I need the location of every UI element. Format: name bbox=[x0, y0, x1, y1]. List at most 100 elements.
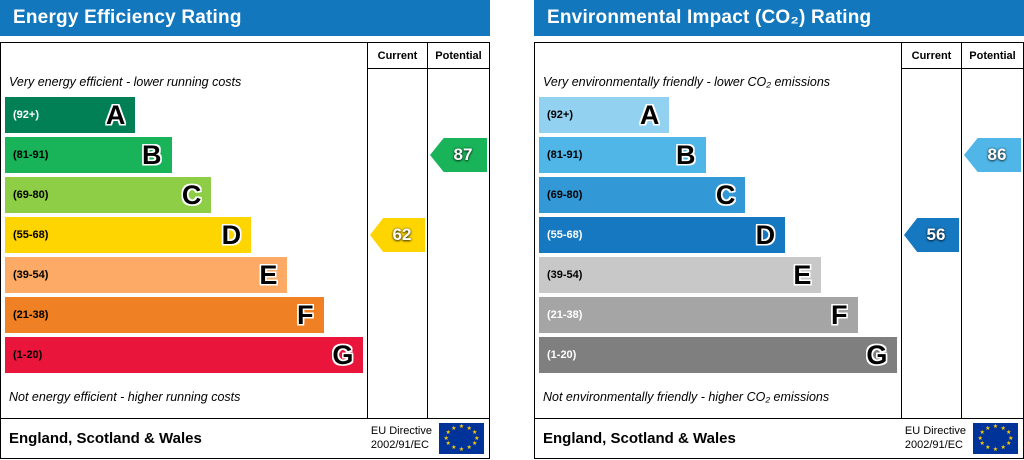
band-row-g: (1-20) G bbox=[1, 335, 367, 375]
band-e-bar: (39-54) E bbox=[539, 257, 822, 293]
band-row-g: (1-20) G bbox=[535, 335, 901, 375]
bottom-note: Not energy efficient - higher running co… bbox=[9, 389, 241, 404]
band-letter: C bbox=[715, 179, 736, 210]
band-letter: E bbox=[259, 259, 278, 290]
eu-directive-line2: 2002/91/EC bbox=[904, 438, 963, 451]
eu-flag-star: ★ bbox=[458, 424, 465, 431]
potential-column: 86 bbox=[961, 69, 1023, 418]
rating-table-main: Current Potential Very environmentally f… bbox=[535, 43, 1023, 418]
current-column: 56 bbox=[901, 69, 961, 418]
potential-column-header: Potential bbox=[427, 43, 489, 69]
chart-footer: England, Scotland & Wales EU Directive 2… bbox=[1, 418, 489, 458]
chart-title: Environmental Impact (CO₂) Rating bbox=[547, 7, 872, 28]
band-range: (55-68) bbox=[13, 229, 49, 241]
current-rating-arrow: 62 bbox=[370, 218, 425, 252]
band-range: (21-38) bbox=[13, 309, 49, 321]
potential-column: 87 bbox=[427, 69, 489, 418]
eu-flag-star: ★ bbox=[466, 425, 472, 432]
band-row-c: (69-80) C bbox=[535, 175, 901, 215]
band-b-bar: (81-91) B bbox=[5, 137, 172, 173]
band-range: (21-38) bbox=[547, 309, 583, 321]
band-area: Very environmentally friendly - lower CO… bbox=[535, 69, 901, 418]
top-note: Very environmentally friendly - lower CO… bbox=[543, 75, 831, 89]
eu-directive-line1: EU Directive bbox=[904, 424, 966, 437]
band-row-c: (69-80) C bbox=[1, 175, 367, 215]
band-g-bar: (1-20) G bbox=[5, 337, 364, 373]
top-note: Very energy efficient - lower running co… bbox=[9, 75, 242, 89]
eu-flag-star: ★ bbox=[472, 429, 478, 436]
band-d-bar: (55-68) D bbox=[539, 217, 786, 253]
band-row-a: (92+) A bbox=[1, 95, 367, 135]
eu-flag-star: ★ bbox=[1000, 425, 1006, 432]
band-range: (1-20) bbox=[547, 349, 577, 361]
eu-flag-star: ★ bbox=[445, 429, 451, 436]
band-f-bar: (21-38) F bbox=[539, 297, 858, 333]
band-range: (92+) bbox=[547, 109, 573, 121]
band-e-bar: (39-54) E bbox=[5, 257, 288, 293]
eu-flag-star: ★ bbox=[992, 424, 999, 431]
band-range: (39-54) bbox=[13, 269, 49, 281]
chart-title-bar: Environmental Impact (CO₂) Rating bbox=[534, 0, 1024, 36]
eu-flag-star: ★ bbox=[992, 446, 999, 453]
eu-flag-star: ★ bbox=[985, 425, 991, 432]
eu-flag-icon: ★ ★ ★ ★ ★ ★ ★ ★ ★ ★ ★ ★ bbox=[439, 423, 484, 454]
eu-flag-star: ★ bbox=[445, 441, 451, 448]
band-letter: C bbox=[181, 179, 202, 210]
eu-directive-line1: EU Directive bbox=[370, 424, 432, 437]
band-row-b: (81-91) B bbox=[535, 135, 901, 175]
band-d-bar: (55-68) D bbox=[5, 217, 252, 253]
eu-flag-star: ★ bbox=[443, 435, 449, 442]
region-label: England, Scotland & Wales bbox=[543, 430, 736, 447]
bottom-note: Not environmentally friendly - higher CO… bbox=[543, 389, 830, 404]
region-label: England, Scotland & Wales bbox=[9, 430, 202, 447]
band-row-e: (39-54) E bbox=[1, 255, 367, 295]
current-rating-arrow: 56 bbox=[904, 218, 959, 252]
eu-flag-star: ★ bbox=[466, 445, 472, 452]
band-range: (92+) bbox=[13, 109, 39, 121]
eu-flag-star: ★ bbox=[1000, 445, 1006, 452]
chart-footer: England, Scotland & Wales EU Directive 2… bbox=[535, 418, 1023, 458]
band-letter: B bbox=[676, 139, 696, 170]
potential-column-header: Potential bbox=[961, 43, 1023, 69]
eu-flag-star: ★ bbox=[977, 435, 983, 442]
band-letter: E bbox=[793, 259, 812, 290]
eu-flag-star: ★ bbox=[979, 429, 985, 436]
current-column-header: Current bbox=[367, 43, 427, 69]
rating-table-main: Current Potential Very energy efficient … bbox=[1, 43, 489, 418]
band-letter: B bbox=[142, 139, 162, 170]
eu-flag-star: ★ bbox=[1006, 429, 1012, 436]
rating-table: Current Potential Very environmentally f… bbox=[534, 42, 1024, 459]
band-letter: G bbox=[332, 339, 354, 370]
energy-efficiency-chart: Energy Efficiency Rating Current Potenti… bbox=[0, 0, 490, 460]
band-letter: D bbox=[755, 219, 776, 250]
band-range: (81-91) bbox=[13, 149, 49, 161]
band-range: (55-68) bbox=[547, 229, 583, 241]
table-spacer bbox=[1, 43, 367, 69]
band-range: (39-54) bbox=[547, 269, 583, 281]
band-row-d: (55-68) D bbox=[535, 215, 901, 255]
band-range: (1-20) bbox=[13, 349, 43, 361]
band-area: Very energy efficient - lower running co… bbox=[1, 69, 367, 418]
eu-flag-star: ★ bbox=[451, 425, 457, 432]
eu-flag-star: ★ bbox=[474, 435, 480, 442]
potential-rating-value: 86 bbox=[987, 145, 1007, 164]
eu-flag-star: ★ bbox=[458, 446, 465, 453]
table-spacer bbox=[535, 43, 901, 69]
eu-directive-label: EU Directive 2002/91/EC bbox=[371, 425, 432, 453]
band-range: (69-80) bbox=[13, 189, 49, 201]
band-letter: F bbox=[297, 299, 314, 330]
band-row-f: (21-38) F bbox=[535, 295, 901, 335]
band-c-bar: (69-80) C bbox=[5, 177, 212, 213]
band-letter: F bbox=[831, 299, 848, 330]
chart-title: Energy Efficiency Rating bbox=[13, 7, 242, 28]
eu-flag-star: ★ bbox=[1006, 441, 1012, 448]
band-a-bar: (92+) A bbox=[539, 97, 670, 133]
band-row-d: (55-68) D bbox=[1, 215, 367, 255]
environmental-impact-chart: Environmental Impact (CO₂) Rating Curren… bbox=[534, 0, 1024, 460]
band-letter: D bbox=[221, 219, 242, 250]
current-column-header: Current bbox=[901, 43, 961, 69]
band-g-bar: (1-20) G bbox=[539, 337, 898, 373]
band-c-bar: (69-80) C bbox=[539, 177, 746, 213]
potential-rating-arrow: 86 bbox=[964, 138, 1021, 172]
band-a-bar: (92+) A bbox=[5, 97, 136, 133]
